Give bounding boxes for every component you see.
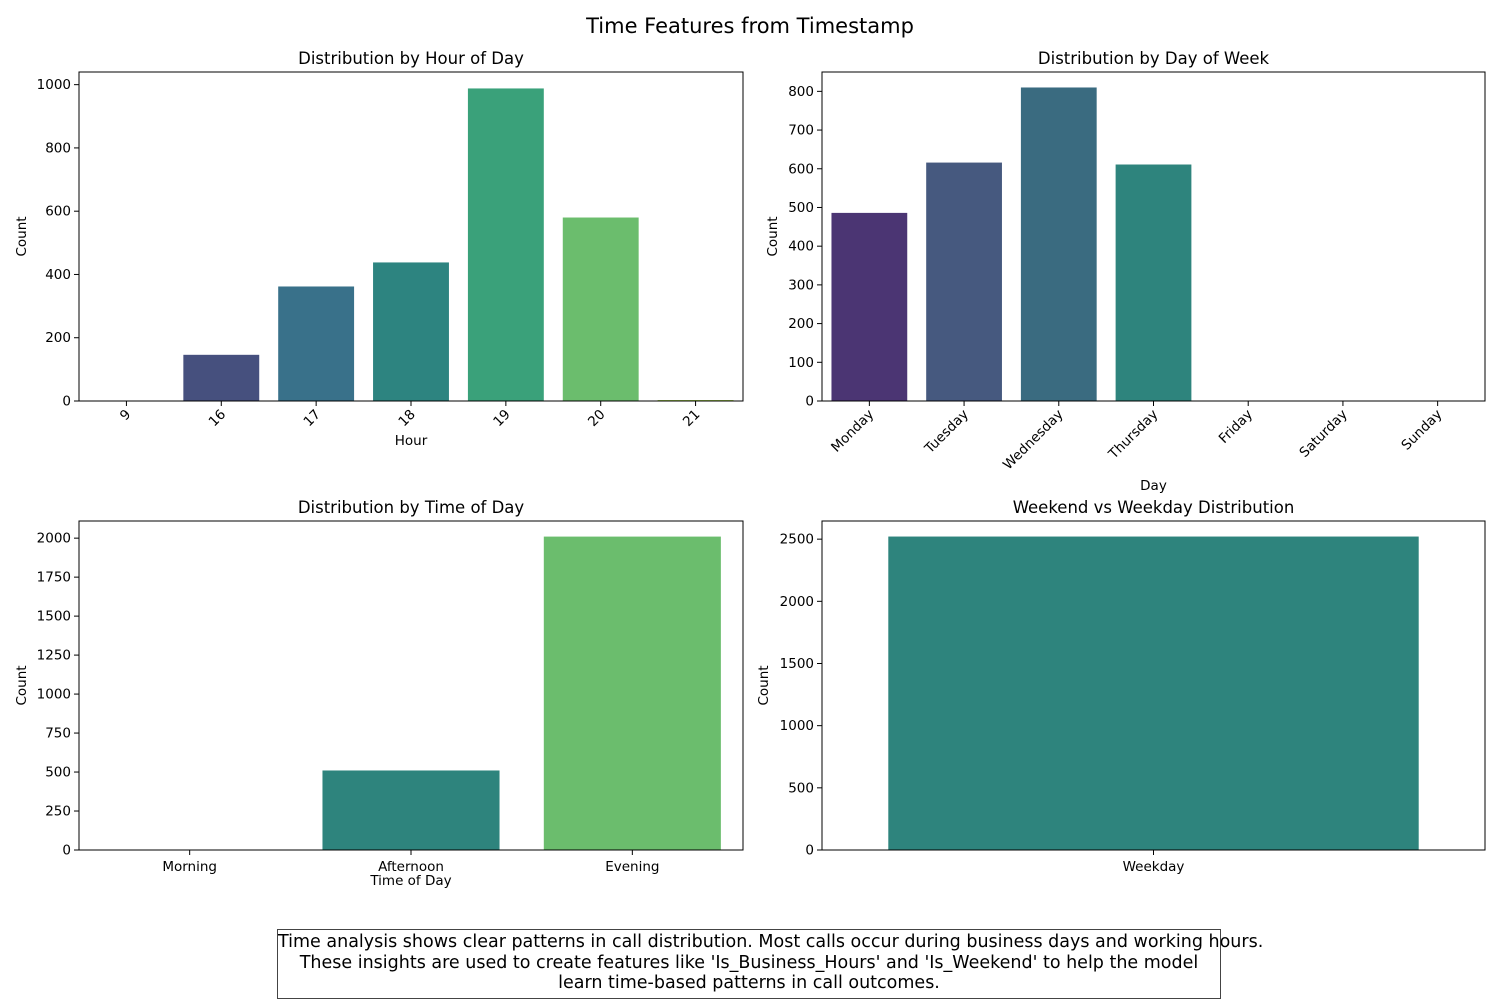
y-tick-label: 1500	[37, 609, 71, 625]
chart-panel-2: 0 100 200 300 400 500 600 700 800 Monday Tuesday We…	[765, 49, 1486, 494]
x-tick-label: Saturday	[1296, 407, 1350, 461]
chart-panel-4: 0 500 1000 1500 2000 2500 Weekday Weekend vs We…	[756, 498, 1486, 875]
y-tick-label: 250	[45, 804, 71, 820]
bar-18	[373, 262, 449, 401]
y-tick-label: 500	[788, 200, 814, 216]
x-tick-label: Weekday	[1123, 859, 1185, 875]
bar-tuesday	[926, 162, 1002, 401]
y-tick-label: 700	[788, 123, 814, 139]
bar-20	[562, 217, 639, 401]
bar-17	[278, 286, 355, 401]
chart-title: Weekend vs Weekday Distribution	[1013, 498, 1295, 517]
x-tick-label: Monday	[828, 407, 877, 456]
bar-weekday	[888, 536, 1419, 850]
bar-evening	[543, 536, 721, 850]
x-axis-label: Hour	[395, 433, 428, 449]
bar-afternoon	[322, 770, 500, 850]
bar-monday	[831, 212, 908, 401]
x-tick-label: Wednesday	[1000, 407, 1067, 474]
bar-19	[467, 88, 544, 401]
y-tick-label: 800	[45, 140, 71, 156]
y-axis-label: Count	[765, 216, 781, 256]
x-axis-label: Time of Day	[369, 873, 451, 889]
y-tick-label: 2000	[37, 531, 71, 547]
y-tick-label: 600	[788, 161, 814, 177]
caption-line-3: learn time-based patterns in call outcom…	[558, 973, 940, 993]
y-tick-label: 500	[45, 765, 71, 781]
y-tick-label: 800	[788, 84, 814, 100]
y-tick-label: 500	[788, 780, 814, 796]
y-tick-label: 1750	[37, 570, 71, 586]
y-tick-label: 750	[45, 726, 71, 742]
chart-title: Distribution by Hour of Day	[298, 49, 524, 68]
bar-16	[183, 354, 260, 401]
chart-title: Distribution by Time of Day	[298, 498, 525, 517]
caption-box: Time analysis shows clear patterns in ca…	[277, 929, 1264, 999]
y-tick-label: 2000	[780, 594, 814, 610]
chart-title: Distribution by Day of Week	[1038, 49, 1270, 68]
chart-panel-1: 0 200 400 600 800 1000 9 16 17 18 19 20 21 Distributi…	[14, 49, 744, 449]
y-tick-label: 0	[805, 843, 814, 859]
y-tick-label: 1500	[780, 656, 814, 672]
y-tick-label: 0	[805, 394, 814, 410]
x-tick-label: 17	[301, 407, 324, 430]
x-tick-label: Friday	[1216, 407, 1256, 447]
y-axis-label: Count	[14, 665, 30, 705]
x-tick-label: 18	[395, 407, 418, 430]
y-tick-label: 400	[45, 267, 71, 283]
y-axis-label: Count	[756, 665, 772, 705]
x-tick-label: Tuesday	[921, 407, 972, 458]
x-tick-label: Morning	[162, 859, 217, 875]
x-tick-label: Afternoon	[378, 859, 444, 875]
x-tick-label: Sunday	[1398, 407, 1445, 454]
y-tick-label: 1250	[37, 648, 71, 664]
y-tick-label: 2500	[780, 532, 814, 548]
chart-panel-3: 0 250 500 750 1000 1250 1500 1750 2000 Morning Aft…	[14, 498, 744, 889]
y-tick-label: 300	[788, 277, 814, 293]
y-tick-label: 100	[788, 355, 814, 371]
y-tick-label: 400	[788, 239, 814, 255]
x-tick-label: 9	[117, 407, 134, 424]
x-tick-label: Evening	[605, 859, 659, 875]
y-tick-label: 200	[45, 330, 71, 346]
y-tick-label: 1000	[780, 718, 814, 734]
y-tick-label: 0	[62, 394, 71, 410]
y-tick-label: 1000	[37, 77, 71, 93]
x-tick-label: 16	[206, 407, 229, 430]
x-tick-label: 19	[490, 407, 513, 430]
y-tick-label: 1000	[37, 687, 71, 703]
x-tick-label: Thursday	[1105, 407, 1161, 463]
caption-line-2: These insights are used to create featur…	[299, 952, 1199, 973]
caption-line-1: Time analysis shows clear patterns in ca…	[278, 932, 1264, 952]
bar-wednesday	[1020, 87, 1097, 401]
x-axis-label: Day	[1140, 478, 1167, 494]
x-tick-label: 20	[585, 407, 608, 430]
figure-title: Time Features from Timestamp	[586, 14, 914, 38]
x-tick-label: 21	[680, 407, 703, 430]
y-axis-label: Count	[14, 216, 30, 256]
y-tick-label: 200	[788, 316, 814, 332]
y-tick-label: 0	[62, 843, 71, 859]
y-tick-label: 600	[45, 204, 71, 220]
bar-thursday	[1115, 164, 1192, 401]
